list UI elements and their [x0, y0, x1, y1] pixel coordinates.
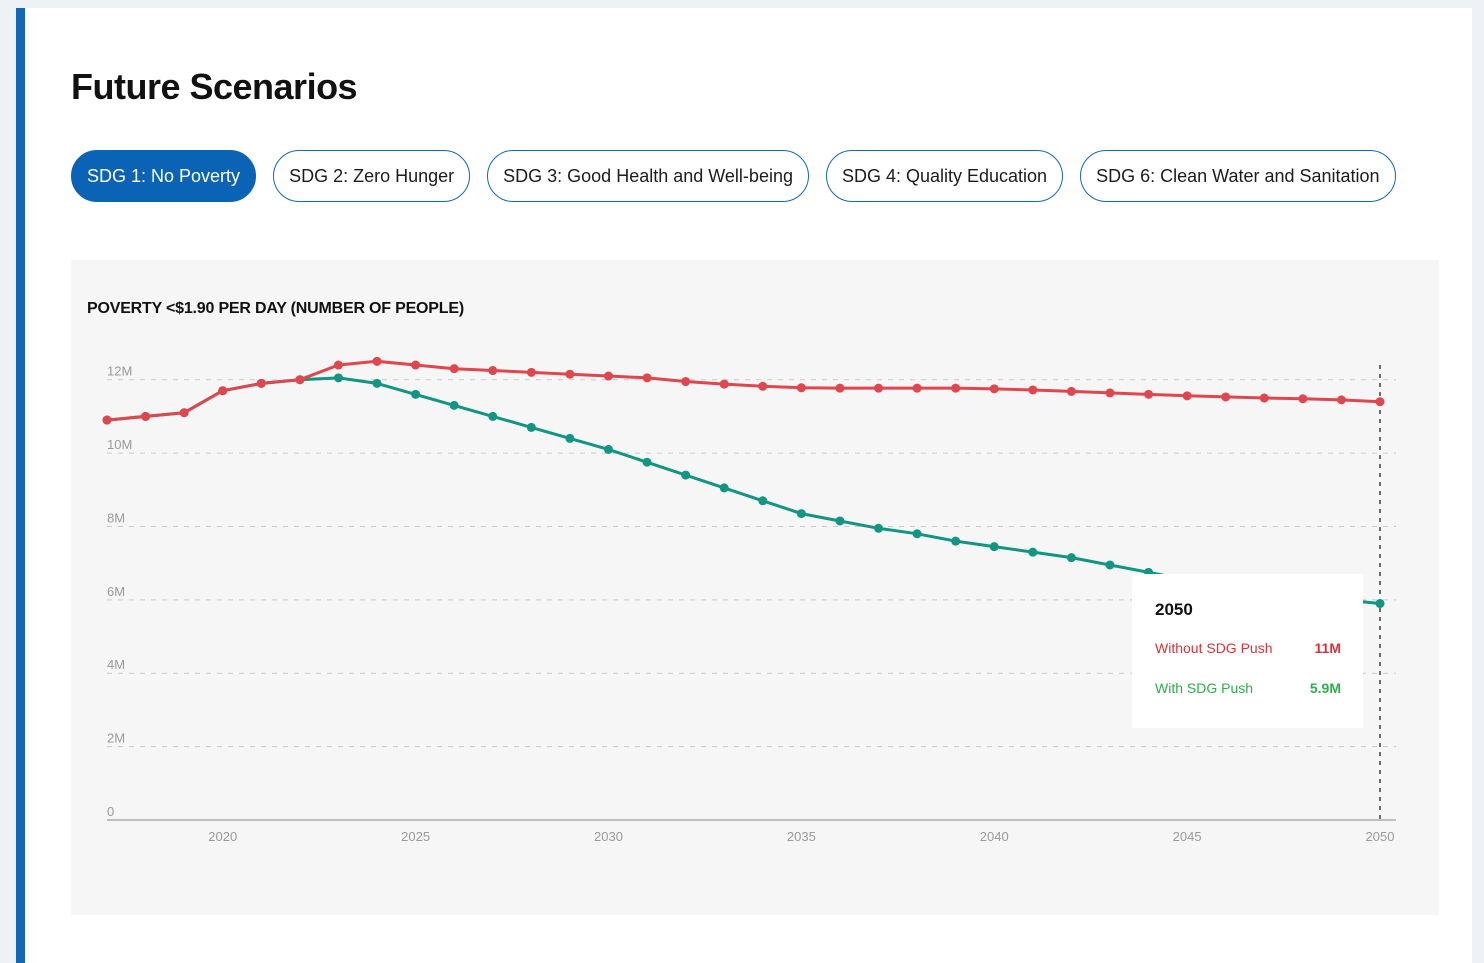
point-with-push	[411, 389, 421, 399]
tab-sdg6-clean-water[interactable]: SDG 6: Clean Water and Sanitation	[1080, 150, 1396, 202]
point-with-push	[1105, 560, 1115, 570]
tooltip-without-value: 11M	[1314, 640, 1341, 656]
point-with-push	[681, 470, 691, 480]
x-tick-label: 2035	[787, 829, 816, 844]
point-without-push	[1028, 385, 1038, 395]
point-without-push	[295, 375, 305, 385]
point-without-push	[1336, 395, 1346, 405]
point-with-push	[796, 509, 806, 519]
point-without-push	[218, 386, 228, 396]
chart-title: POVERTY <$1.90 PER DAY (NUMBER OF PEOPLE…	[87, 300, 464, 317]
y-tick-label: 10M	[107, 437, 132, 452]
point-with-push	[642, 457, 652, 467]
point-without-push	[179, 408, 189, 418]
point-without-push	[758, 381, 768, 391]
point-with-push	[758, 496, 768, 506]
chart-tooltip: 2050 Without SDG Push 11M With SDG Push …	[1132, 574, 1363, 728]
point-without-push	[526, 367, 536, 377]
point-with-push	[874, 523, 884, 533]
point-without-push	[989, 384, 999, 394]
y-tick-label: 2M	[107, 731, 125, 746]
point-without-push	[1182, 391, 1192, 401]
point-without-push	[642, 373, 652, 383]
tab-sdg3-good-health[interactable]: SDG 3: Good Health and Well-being	[487, 150, 809, 202]
y-tick-label: 6M	[107, 584, 125, 599]
point-with-push	[1028, 547, 1038, 557]
point-without-push	[603, 371, 613, 381]
point-without-push	[141, 411, 151, 421]
point-without-push	[1259, 393, 1269, 403]
point-without-push	[102, 415, 112, 425]
page-title: Future Scenarios	[71, 66, 358, 107]
point-without-push	[256, 378, 266, 388]
point-with-push	[1066, 553, 1076, 563]
point-with-push	[333, 373, 343, 383]
tab-sdg2-zero-hunger[interactable]: SDG 2: Zero Hunger	[273, 150, 471, 202]
point-with-push	[951, 536, 961, 546]
tooltip-with-value: 5.9M	[1309, 680, 1341, 696]
point-without-push	[565, 369, 575, 379]
tooltip-with-label: With SDG Push	[1155, 680, 1254, 696]
tab-sdg1-no-poverty[interactable]: SDG 1: No Poverty	[71, 150, 257, 202]
tab-sdg4-quality-education[interactable]: SDG 4: Quality Education	[825, 150, 1064, 202]
point-without-push	[333, 360, 343, 370]
point-without-push	[411, 360, 421, 370]
point-without-push	[1375, 397, 1385, 407]
x-tick-label: 2050	[1366, 829, 1395, 844]
chart-panel: POVERTY <$1.90 PER DAY (NUMBER OF PEOPLE…	[71, 260, 1439, 915]
point-without-push	[488, 366, 498, 376]
point-with-push	[1375, 599, 1385, 609]
point-with-push	[449, 400, 459, 410]
x-tick-label: 2025	[401, 829, 430, 844]
point-with-push	[603, 444, 613, 454]
tooltip-without-label: Without SDG Push	[1155, 640, 1273, 656]
point-without-push	[1105, 388, 1115, 398]
point-without-push	[874, 383, 884, 393]
point-without-push	[912, 383, 922, 393]
page-card: Future Scenarios SDG 1: No Poverty SDG 2…	[16, 8, 1472, 963]
point-with-push	[835, 516, 845, 526]
point-without-push	[1144, 389, 1154, 399]
tooltip-year: 2050	[1155, 600, 1193, 619]
y-tick-label: 12M	[107, 364, 132, 379]
tooltip-row-without-push: Without SDG Push 11M	[1155, 640, 1341, 656]
scenario-tabs: SDG 1: No Poverty SDG 2: Zero Hunger SDG…	[71, 150, 1396, 202]
point-without-push	[951, 383, 961, 393]
x-tick-label: 2030	[594, 829, 623, 844]
point-without-push	[1221, 392, 1231, 402]
x-tick-label: 2040	[980, 829, 1009, 844]
point-with-push	[912, 529, 922, 539]
point-with-push	[719, 483, 729, 493]
point-with-push	[989, 542, 999, 552]
y-tick-label: 8M	[107, 510, 125, 525]
point-with-push	[372, 378, 382, 388]
point-without-push	[719, 379, 729, 389]
series-line-without-push	[106, 359, 1381, 422]
point-without-push	[372, 356, 382, 366]
point-with-push	[565, 433, 575, 443]
series-line-with-push	[106, 376, 1381, 605]
x-tick-label: 2020	[208, 829, 237, 844]
point-without-push	[1066, 386, 1076, 396]
point-with-push	[526, 422, 536, 432]
point-with-push	[488, 411, 498, 421]
x-tick-label: 2045	[1173, 829, 1202, 844]
point-without-push	[1298, 394, 1308, 404]
tooltip-row-with-push: With SDG Push 5.9M	[1155, 680, 1341, 696]
point-without-push	[681, 377, 691, 387]
y-tick-label: 0	[107, 804, 114, 819]
point-without-push	[449, 364, 459, 374]
point-without-push	[796, 383, 806, 393]
y-tick-label: 4M	[107, 657, 125, 672]
point-without-push	[835, 383, 845, 393]
